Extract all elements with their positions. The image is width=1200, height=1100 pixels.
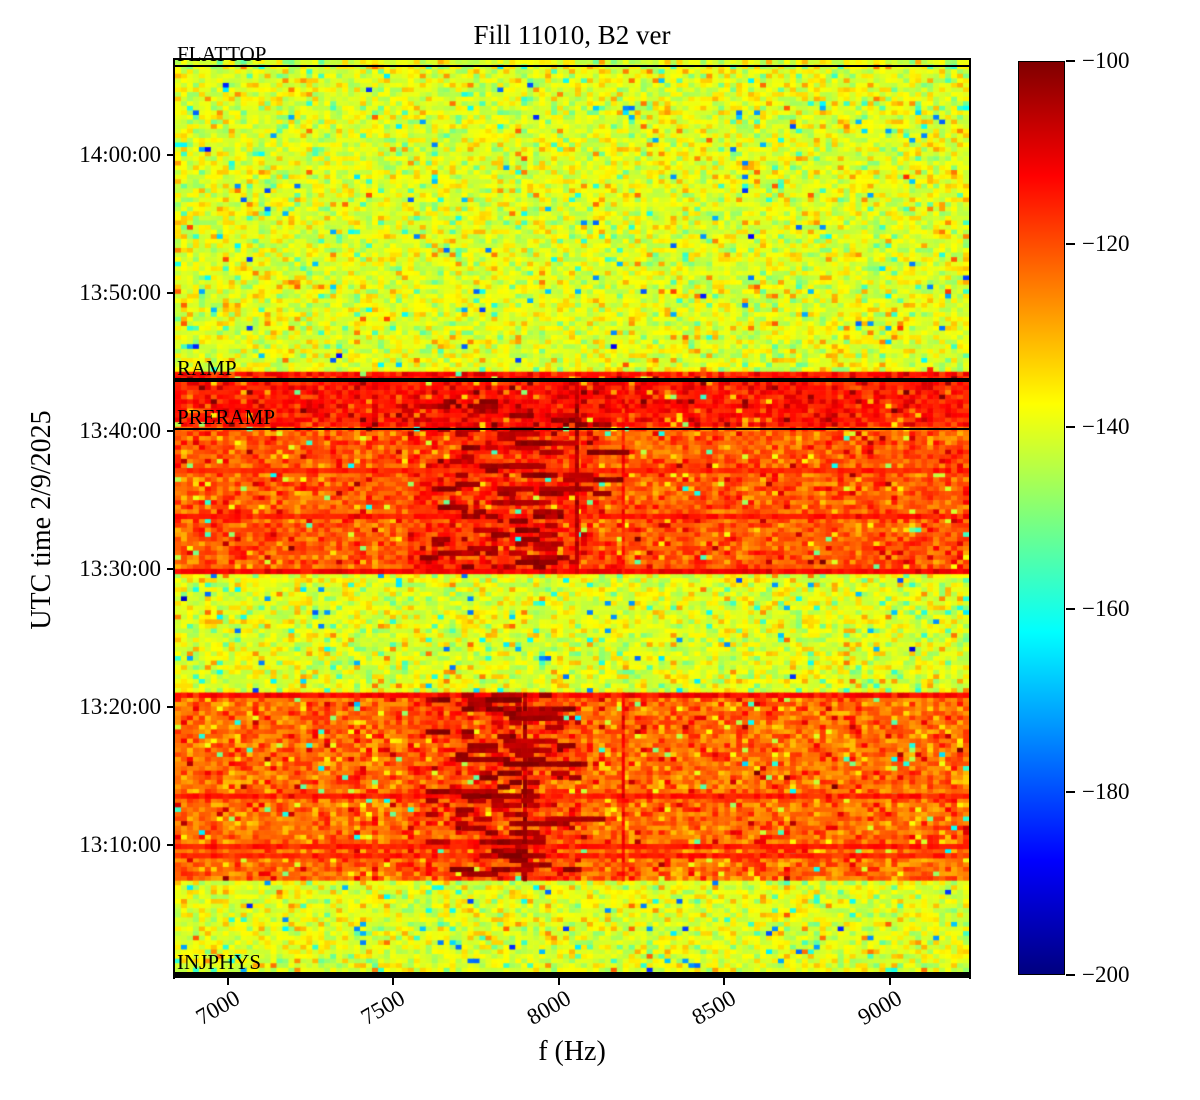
- axis-spine-right: [969, 58, 971, 979]
- event-label-preramp: PRERAMP: [177, 405, 276, 429]
- event-label-ramp: RAMP: [177, 356, 237, 381]
- colorbar-tick-mark: [1066, 608, 1075, 611]
- x-tick-mark: [557, 977, 560, 985]
- event-label-injphys: INJPHYS: [177, 949, 262, 974]
- colorbar-tick-mark: [1066, 974, 1075, 976]
- colorbar-gradient: [1019, 62, 1064, 974]
- y-tick-mark: [167, 154, 175, 157]
- y-tick-mark: [167, 292, 175, 295]
- x-axis-label: f (Hz): [538, 1036, 606, 1067]
- colorbar-tick-label: −200: [1082, 962, 1130, 987]
- plot-area: FLATTOP RAMP PRERAMP INJPHYS: [173, 43, 971, 979]
- y-tick-mark: [167, 430, 175, 433]
- y-tick-mark: [167, 568, 175, 571]
- axis-spine-top: [175, 58, 969, 60]
- event-line-injphys: [175, 972, 969, 976]
- colorbar-tick-label: −140: [1082, 413, 1130, 439]
- colorbar-tick-label: −100: [1082, 48, 1130, 73]
- x-tick-mark: [392, 977, 395, 985]
- colorbar-tick-label: −160: [1082, 596, 1130, 622]
- colorbar-tick-mark: [1066, 242, 1075, 245]
- y-tick-label: 13:30:00: [79, 556, 161, 582]
- event-label-flattop: FLATTOP: [177, 42, 267, 67]
- y-tick-label: 13:20:00: [79, 694, 161, 720]
- event-line-preramp: [175, 427, 969, 431]
- event-line-ramp: [175, 378, 969, 382]
- x-tick-mark: [888, 977, 891, 985]
- spectrogram-canvas: [175, 60, 969, 977]
- axis-spine-left: [173, 58, 175, 979]
- axis-spine-bottom: [175, 975, 969, 978]
- y-tick-label: 13:10:00: [79, 832, 161, 858]
- colorbar-tick-mark: [1066, 60, 1075, 62]
- y-tick-label: 13:40:00: [79, 418, 161, 444]
- x-tick-mark: [723, 977, 726, 985]
- y-tick-mark: [167, 844, 175, 847]
- colorbar-tick-mark: [1066, 791, 1075, 794]
- y-tick-label: 13:50:00: [79, 280, 161, 306]
- colorbar-tick-label: −180: [1082, 779, 1130, 805]
- y-tick-mark: [167, 706, 175, 709]
- y-tick-label: 14:00:00: [79, 142, 161, 168]
- plot-title: Fill 11010, B2 ver: [473, 20, 671, 50]
- colorbar-tick-mark: [1066, 425, 1075, 428]
- event-line-flattop: [175, 64, 969, 68]
- x-tick-mark: [226, 977, 229, 985]
- colorbar: [1018, 61, 1065, 975]
- colorbar-tick-label: −120: [1082, 230, 1130, 256]
